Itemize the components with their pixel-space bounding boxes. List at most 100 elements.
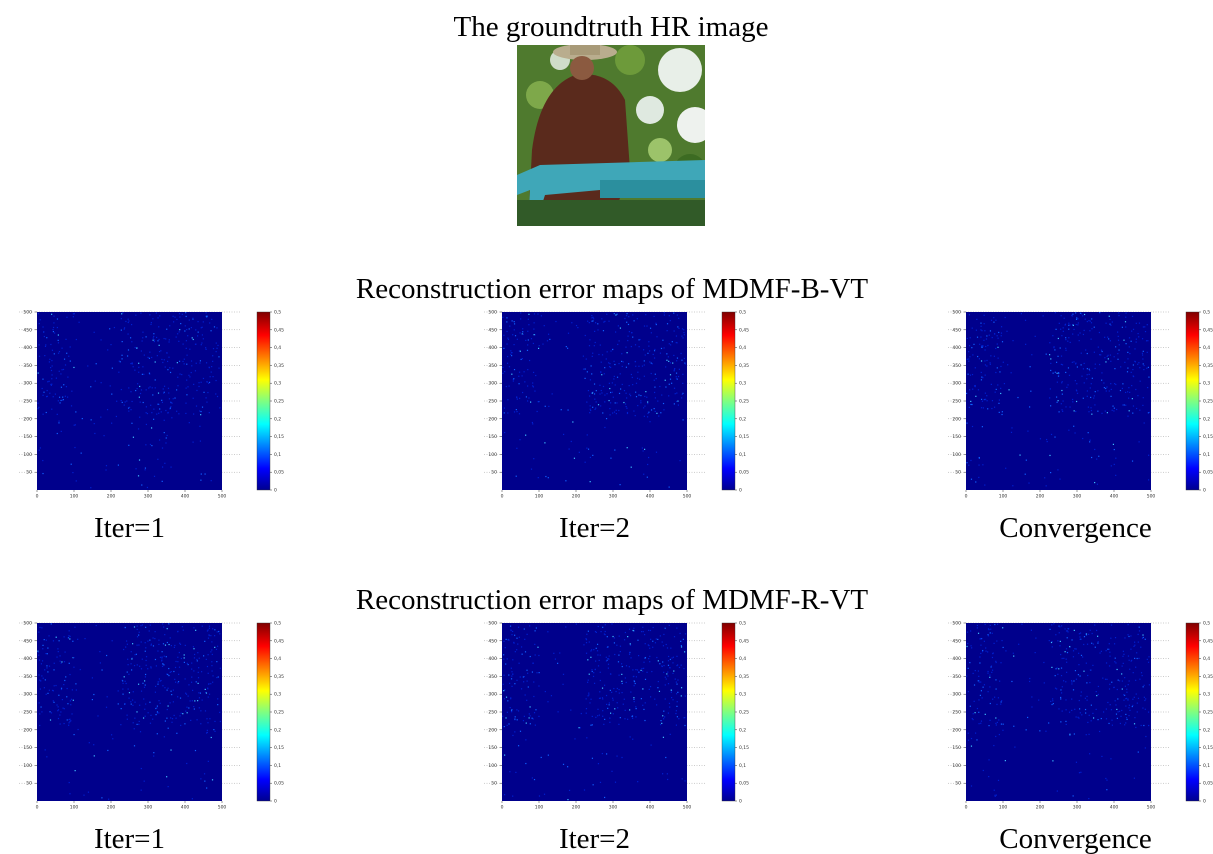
- speckle: [145, 684, 146, 685]
- speckle: [647, 464, 648, 465]
- speckle: [110, 344, 111, 345]
- y-tick-label: 500: [23, 310, 32, 316]
- speckle: [1142, 338, 1143, 339]
- speckle: [73, 316, 74, 317]
- speckle: [527, 369, 528, 370]
- speckle: [1111, 709, 1112, 710]
- speckle: [602, 716, 603, 717]
- speckle: [990, 355, 991, 356]
- speckle: [179, 316, 180, 317]
- speckle: [1092, 713, 1093, 714]
- speckle: [509, 326, 510, 327]
- speckle: [206, 692, 207, 693]
- speckle: [649, 361, 650, 362]
- speckle: [66, 317, 67, 318]
- speckle: [218, 631, 219, 632]
- speckle: [179, 361, 180, 362]
- colorbar-tick-label: 0,35: [274, 674, 284, 680]
- speckle: [1063, 331, 1064, 332]
- speckle: [131, 401, 132, 402]
- speckle: [606, 753, 607, 754]
- speckle: [1132, 398, 1133, 399]
- speckle: [1136, 652, 1137, 653]
- speckle: [975, 670, 976, 671]
- speckle: [548, 755, 549, 756]
- speckle: [967, 359, 968, 360]
- speckle: [541, 757, 542, 758]
- colorbar-tick-label: 0,05: [739, 470, 749, 476]
- speckle: [1114, 449, 1115, 450]
- speckle: [171, 645, 172, 646]
- speckle: [1029, 406, 1030, 407]
- speckle: [593, 318, 594, 319]
- speckle: [982, 401, 983, 402]
- speckle: [65, 364, 66, 365]
- speckle: [77, 729, 78, 730]
- speckle: [998, 403, 999, 404]
- y-tick-label: 350: [952, 363, 961, 369]
- speckle: [167, 690, 168, 691]
- speckle: [984, 360, 985, 361]
- speckle: [982, 650, 983, 651]
- speckle: [149, 640, 150, 641]
- speckle: [1057, 674, 1058, 675]
- speckle: [663, 718, 664, 719]
- speckle: [534, 313, 535, 314]
- speckle: [567, 799, 568, 800]
- speckle: [58, 400, 59, 401]
- speckle: [590, 379, 591, 380]
- speckle: [1117, 689, 1118, 690]
- speckle: [1081, 364, 1082, 365]
- speckle: [590, 650, 591, 651]
- speckle: [585, 368, 586, 369]
- speckle: [177, 333, 178, 334]
- speckle: [168, 341, 169, 342]
- speckle: [986, 360, 987, 361]
- speckle: [116, 416, 117, 417]
- speckle: [44, 669, 45, 670]
- speckle: [179, 643, 180, 644]
- speckle: [1106, 718, 1107, 719]
- speckle: [644, 364, 645, 365]
- speckle: [1090, 387, 1091, 388]
- speckle: [595, 669, 596, 670]
- colorbar-tick-label: 0,2: [739, 727, 746, 733]
- speckle: [164, 420, 165, 421]
- speckle: [1056, 667, 1057, 668]
- speckle: [968, 351, 969, 352]
- speckle: [1062, 710, 1063, 711]
- speckle: [678, 376, 679, 377]
- speckle: [638, 394, 639, 395]
- speckle: [987, 691, 988, 692]
- speckle: [684, 358, 685, 359]
- speckle: [1137, 711, 1138, 712]
- x-tick-label: 500: [683, 494, 692, 500]
- speckle: [157, 733, 158, 734]
- x-tick-label: 300: [609, 494, 618, 500]
- speckle: [1144, 700, 1145, 701]
- speckle: [105, 469, 106, 470]
- speckle: [657, 639, 658, 640]
- colorbar-tick-label: 0,2: [274, 727, 281, 733]
- speckle: [179, 313, 180, 314]
- speckle: [49, 393, 50, 394]
- error-map: [966, 623, 1151, 801]
- speckle: [683, 668, 684, 669]
- speckle: [179, 715, 180, 716]
- speckle: [667, 773, 668, 774]
- speckle: [1044, 477, 1045, 478]
- speckle: [1093, 717, 1094, 718]
- speckle: [985, 364, 986, 365]
- speckle: [979, 457, 980, 458]
- speckle: [1043, 315, 1044, 316]
- speckle: [153, 755, 154, 756]
- colorbar-tick-label: 0,15: [274, 434, 284, 440]
- speckle: [1132, 413, 1133, 414]
- speckle: [191, 662, 192, 663]
- speckle: [524, 381, 525, 382]
- speckle: [1129, 346, 1130, 347]
- speckle: [130, 391, 131, 392]
- speckle: [991, 320, 992, 321]
- speckle: [505, 663, 506, 664]
- speckle: [668, 361, 669, 362]
